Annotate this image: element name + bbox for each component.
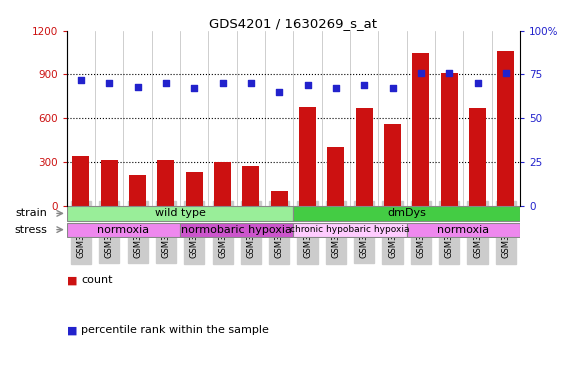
Bar (469, 108, 486, 205)
Point (133, 84, 142, 90)
Point (331, 85, 340, 91)
Text: stress: stress (14, 225, 47, 235)
Bar (440, 73, 458, 205)
Bar (214, 162, 231, 205)
Bar (328, 147, 345, 205)
Text: dmDys: dmDys (388, 209, 426, 218)
Bar (356, 108, 373, 205)
Bar (242, 166, 259, 205)
Text: normobaric hypoxia: normobaric hypoxia (181, 225, 292, 235)
Text: ■: ■ (67, 275, 77, 285)
Bar (293, 207, 520, 221)
Bar (384, 124, 401, 205)
Point (444, 70, 454, 76)
Bar (180, 223, 293, 237)
Bar (73, 156, 89, 205)
Text: count: count (81, 275, 113, 285)
Bar (67, 207, 293, 221)
Bar (413, 53, 429, 205)
Point (388, 85, 397, 91)
Text: normoxia: normoxia (98, 225, 149, 235)
Bar (293, 223, 407, 237)
Text: chronic hypobaric hypoxia: chronic hypobaric hypoxia (290, 225, 410, 234)
Point (105, 80, 114, 86)
Text: ■: ■ (67, 325, 77, 335)
Text: strain: strain (15, 209, 47, 218)
Bar (101, 161, 118, 205)
Point (246, 80, 256, 86)
Point (275, 89, 284, 95)
Text: percentile rank within the sample: percentile rank within the sample (81, 325, 269, 335)
Text: normoxia: normoxia (437, 225, 489, 235)
Point (189, 85, 199, 91)
Bar (186, 172, 203, 205)
Bar (299, 106, 316, 205)
Bar (497, 51, 514, 205)
Point (303, 82, 312, 88)
Title: GDS4201 / 1630269_s_at: GDS4201 / 1630269_s_at (209, 17, 378, 30)
Point (162, 80, 171, 86)
Point (76, 77, 85, 83)
Point (473, 80, 482, 86)
Bar (271, 191, 288, 205)
Bar (67, 223, 180, 237)
Point (501, 70, 511, 76)
Bar (129, 175, 146, 205)
Point (416, 70, 425, 76)
Text: wild type: wild type (155, 209, 206, 218)
Bar (407, 223, 520, 237)
Point (218, 80, 227, 86)
Point (360, 82, 369, 88)
Bar (157, 160, 174, 205)
